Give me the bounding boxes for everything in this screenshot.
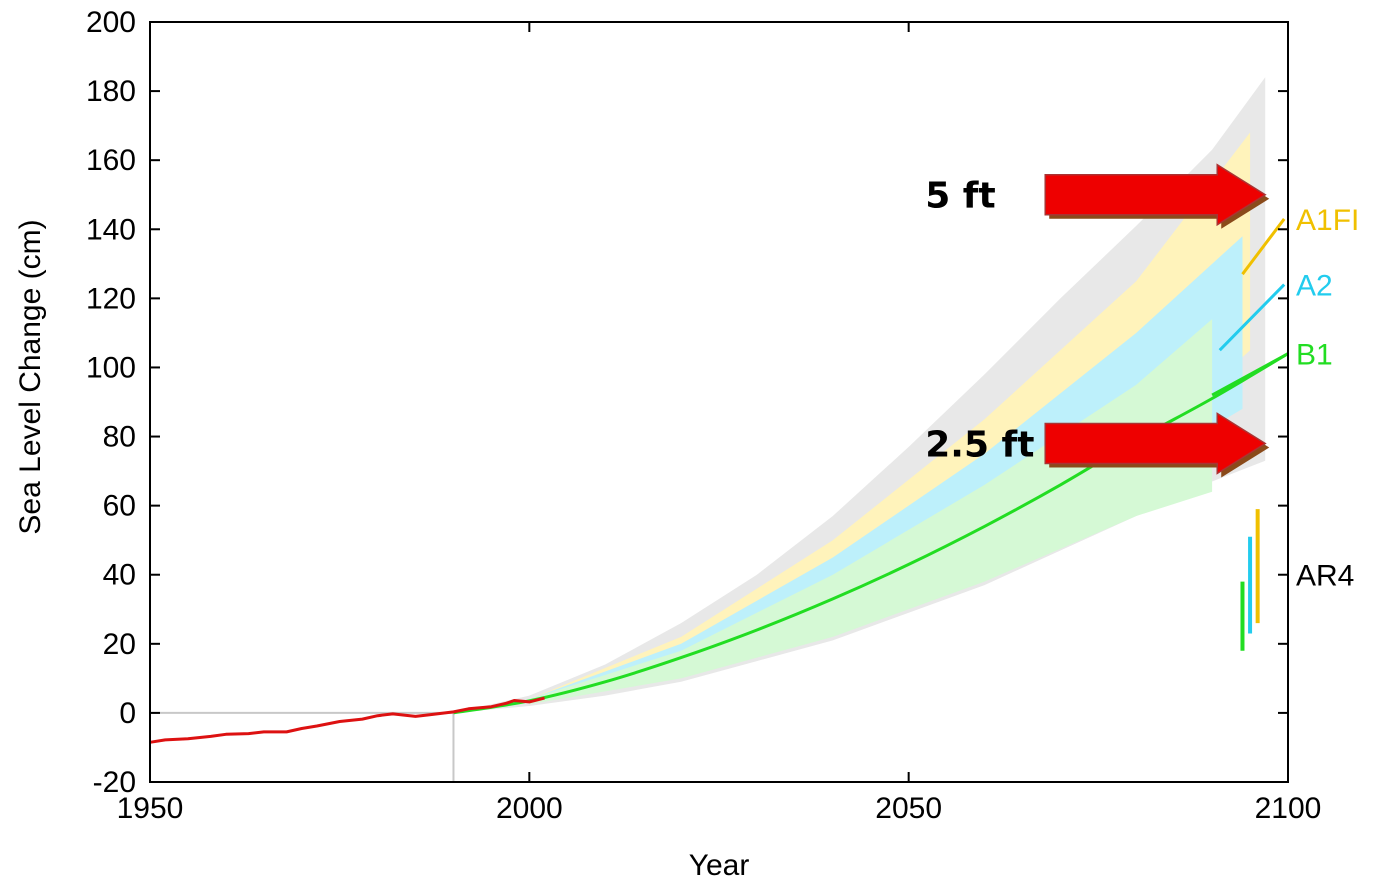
x-axis-label: Year — [689, 849, 750, 882]
y-tick-label: 140 — [86, 213, 136, 246]
x-tick-label: 2100 — [1255, 792, 1322, 825]
y-tick-label: 80 — [103, 421, 136, 454]
y-tick-label: 100 — [86, 351, 136, 384]
arrow-2: 2.5 ft — [925, 412, 1270, 478]
scenario-line-b1 — [1211, 352, 1289, 397]
reference-lines — [150, 711, 455, 782]
callout-label: 2.5 ft — [925, 424, 1034, 465]
tick-labels: 1950 2000 2050 2100 -20 0 20 40 60 80 100 120 140 160… — [86, 6, 1321, 825]
y-tick-label: 200 — [86, 6, 136, 39]
arrow-1: 5 ft — [925, 163, 1270, 229]
x-tick-label: 2000 — [496, 792, 563, 825]
y-tick-label: 120 — [86, 282, 136, 315]
scenario-label-a1fi: A1FI — [1296, 204, 1359, 237]
y-tick-label: 20 — [103, 628, 136, 661]
axis-ticks — [149, 21, 1289, 783]
y-axis-label: Sea Level Change (cm) — [14, 219, 47, 534]
callout-arrows: 5 ft 2.5 ft — [925, 163, 1270, 478]
callout-label: 5 ft — [925, 176, 995, 217]
x-tick-label: 2050 — [875, 792, 942, 825]
arrow-body — [1044, 412, 1267, 475]
y-tick-label: 180 — [86, 75, 136, 108]
y-tick-label: 60 — [103, 490, 136, 523]
uncertainty-bands — [453, 77, 1266, 713]
scenario-line-a2 — [1218, 283, 1286, 352]
y-tick-label: 0 — [119, 697, 136, 730]
observed-line — [149, 696, 545, 744]
scenario-labels: A1FI A2 B1 AR4 — [1296, 204, 1359, 593]
y-tick-label: -20 — [93, 766, 136, 799]
scenario-label-a2: A2 — [1296, 270, 1333, 303]
ar4-range-bars — [1240, 509, 1260, 651]
y-tick-label: 40 — [103, 559, 136, 592]
x-tick-label: 1950 — [117, 792, 184, 825]
scenario-label-b1: B1 — [1296, 339, 1333, 372]
y-tick-label: 160 — [86, 144, 136, 177]
scenario-line-a1fi — [1241, 218, 1286, 276]
arrow-body — [1044, 163, 1267, 227]
scenario-label-ar4: AR4 — [1296, 560, 1354, 593]
plot-frame — [149, 21, 1289, 783]
band-b1 — [529, 319, 1213, 705]
